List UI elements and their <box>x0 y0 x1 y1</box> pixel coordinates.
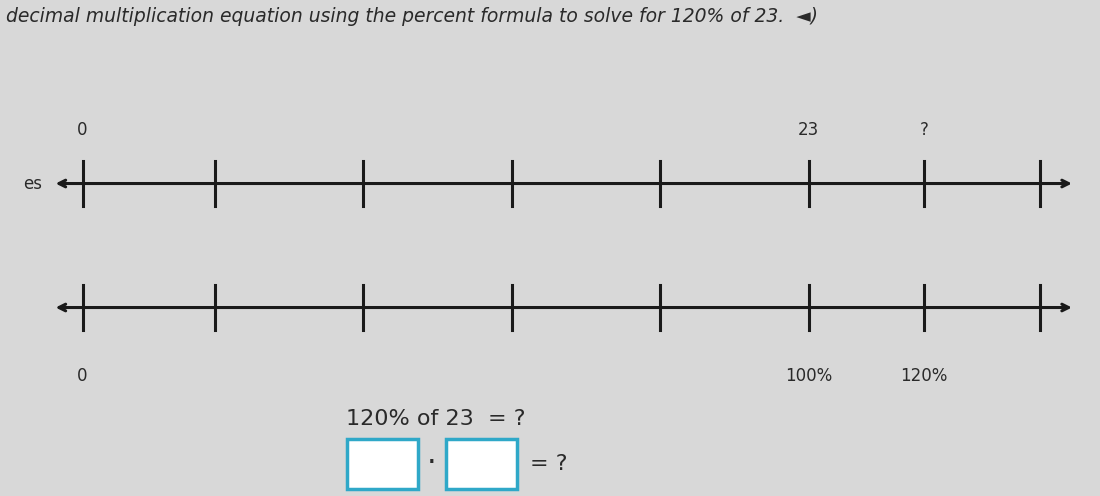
Text: es: es <box>23 175 42 192</box>
Text: 120%: 120% <box>900 367 948 385</box>
Text: 0: 0 <box>77 121 88 139</box>
Text: ·: · <box>427 449 436 478</box>
Text: ?: ? <box>920 121 928 139</box>
Text: decimal multiplication equation using the percent formula to solve for 120% of 2: decimal multiplication equation using th… <box>6 7 817 26</box>
FancyBboxPatch shape <box>346 439 418 489</box>
Text: 0: 0 <box>77 367 88 385</box>
Text: 100%: 100% <box>785 367 832 385</box>
Text: 23: 23 <box>798 121 820 139</box>
Text: 120% of 23  = ?: 120% of 23 = ? <box>346 409 526 429</box>
FancyBboxPatch shape <box>446 439 517 489</box>
Text: = ?: = ? <box>530 454 568 474</box>
